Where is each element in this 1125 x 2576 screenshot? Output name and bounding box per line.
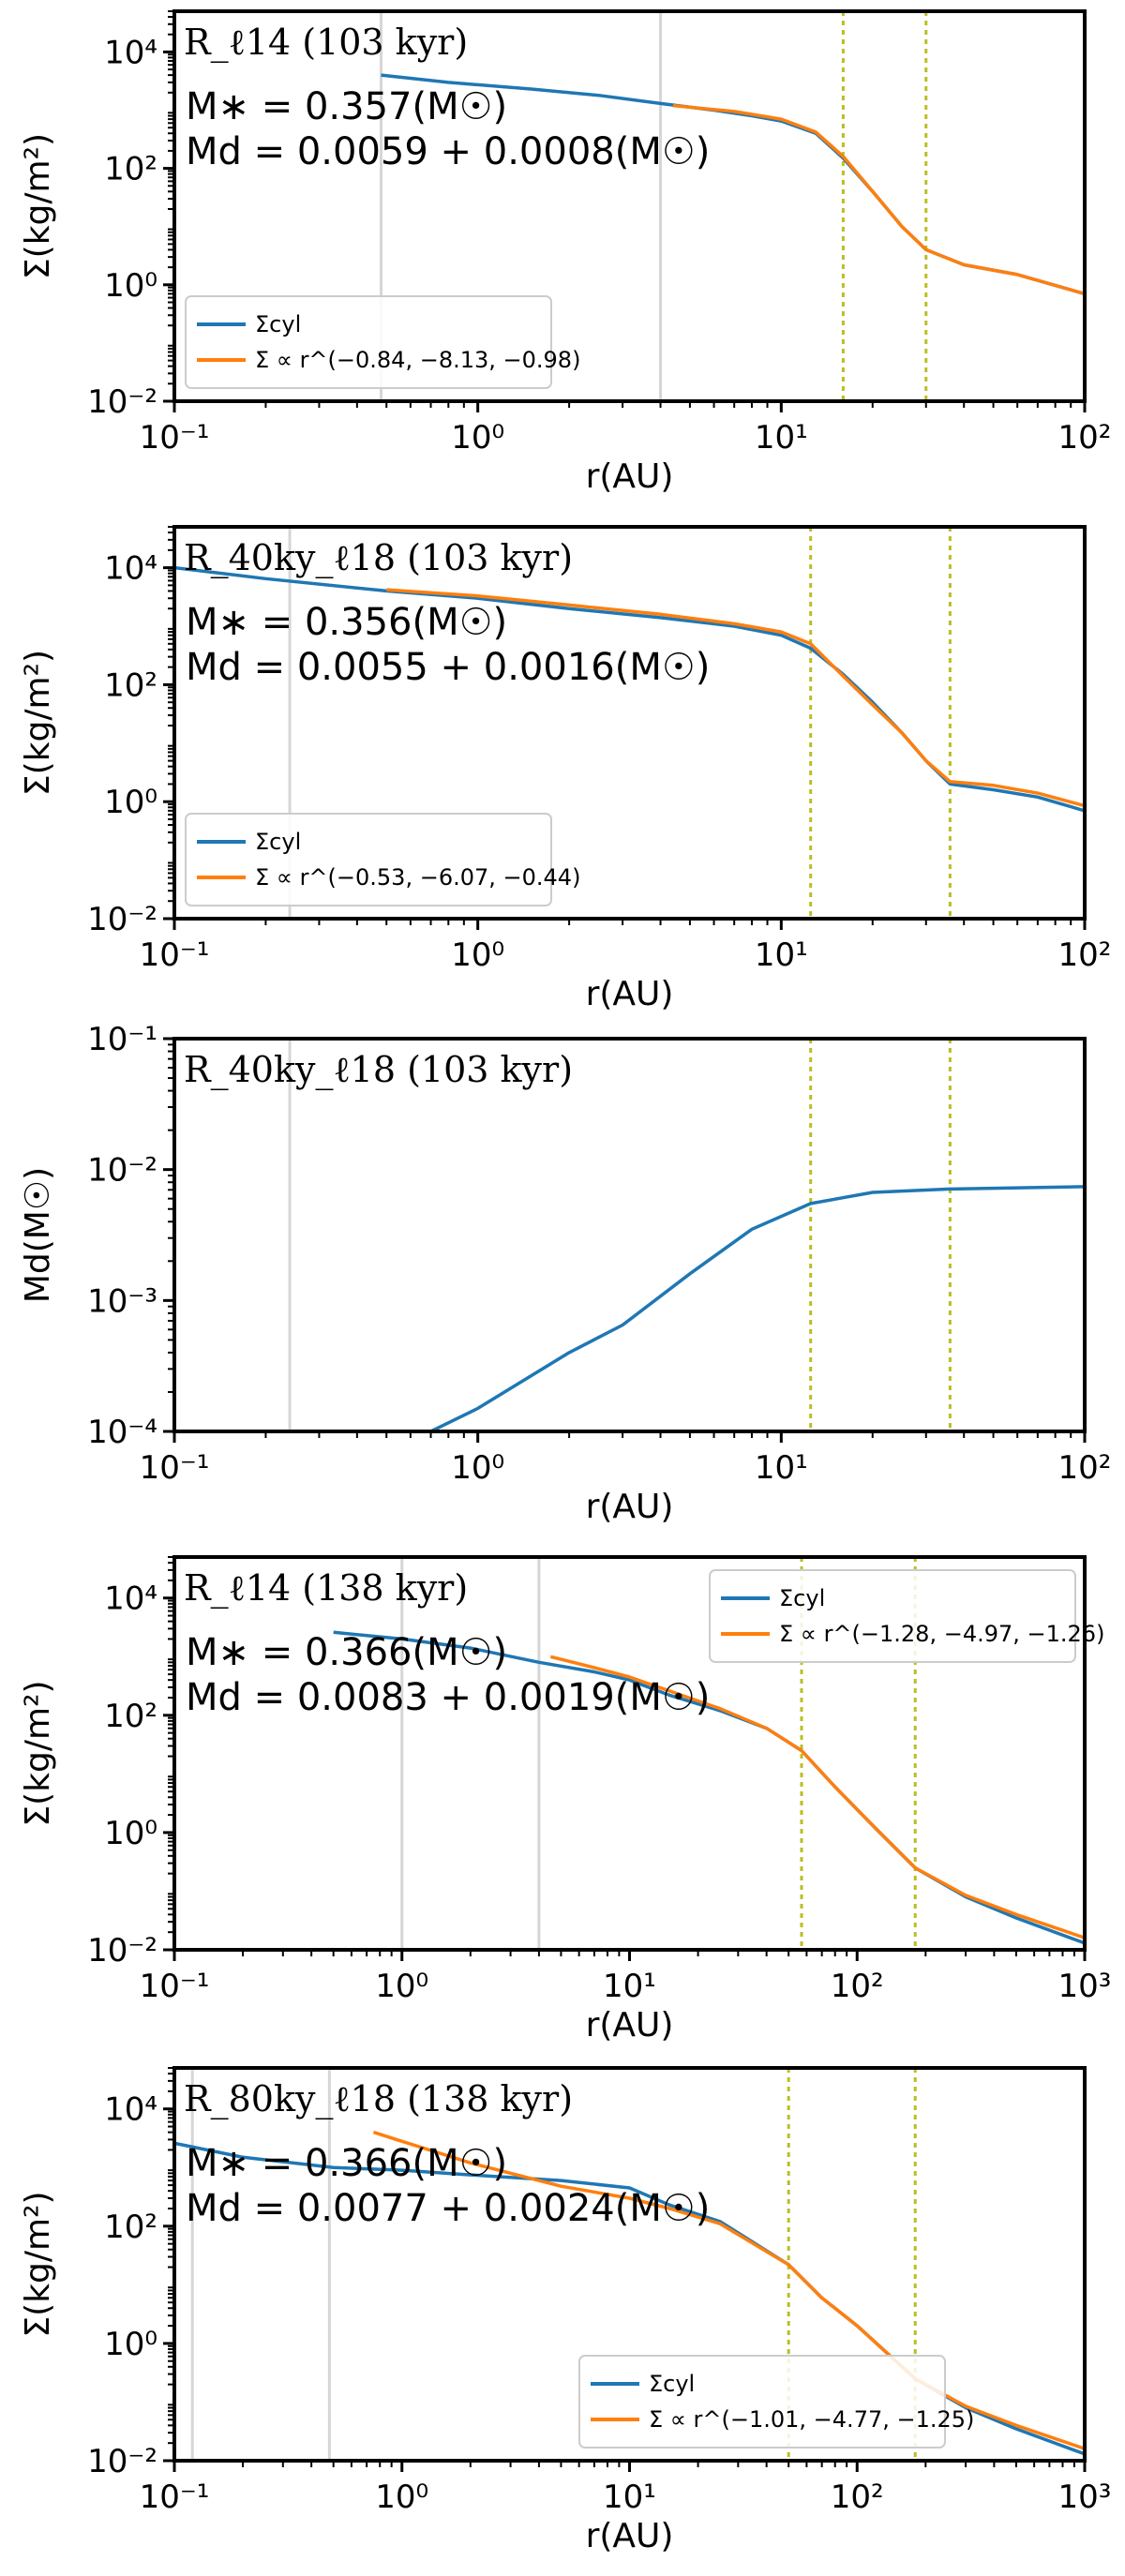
x-tick-label: 10¹ xyxy=(755,936,808,974)
panel-title: R_ℓ14 (103 kyr) xyxy=(184,22,468,64)
x-tick-label: 10⁻¹ xyxy=(140,1449,210,1487)
x-axis-label: r(AU) xyxy=(586,457,674,496)
y-tick-label: 10⁻² xyxy=(87,901,158,938)
y-tick-label: 10⁴ xyxy=(104,34,158,71)
legend-box xyxy=(578,2355,946,2449)
y-tick-label: 10⁻² xyxy=(87,383,158,421)
x-tick-label: 10⁰ xyxy=(451,1449,504,1487)
annotation-2: Md = 0.0083 + 0.0019(M☉) xyxy=(186,1676,710,1719)
y-tick-label: 10⁰ xyxy=(104,267,158,305)
legend: Σcyl Σ ∝ r^(−1.01, −4.77, −1.25) xyxy=(578,2355,974,2449)
series-line-2 xyxy=(386,588,1085,808)
legend-entry-2: Σ ∝ r^(−0.84, −8.13, −0.98) xyxy=(255,347,580,373)
y-tick-label: 10⁰ xyxy=(104,1815,158,1852)
x-tick-label: 10¹ xyxy=(755,419,808,457)
x-tick-label: 10³ xyxy=(1058,1968,1112,2005)
y-tick-label: 10⁻³ xyxy=(87,1282,158,1320)
panel-title: R_40ky_ℓ18 (103 kyr) xyxy=(184,1049,573,1091)
y-axis-label: Σ(kg/m²) xyxy=(19,1680,57,1826)
y-tick-label: 10⁰ xyxy=(104,2326,158,2363)
x-axis-label: r(AU) xyxy=(586,2517,674,2555)
x-tick-label: 10⁰ xyxy=(375,1968,428,2005)
plot-frame xyxy=(172,1037,1087,1433)
chart-panel-3: 10⁻¹ 10⁰ 10¹ 10² 10⁻⁴ 10⁻³ 10⁻² 10⁻¹ r(AU) Md(M☉)… xyxy=(19,1021,1111,1526)
y-tick-label: 10² xyxy=(104,1698,158,1735)
panel-title: R_ℓ14 (138 kyr) xyxy=(184,1567,468,1610)
y-axis-label: Σ(kg/m²) xyxy=(19,133,57,279)
legend-entry-2: Σ ∝ r^(−0.53, −6.07, −0.44) xyxy=(255,864,580,891)
legend: Σcyl Σ ∝ r^(−1.28, −4.97, −1.26) xyxy=(709,1569,1104,1663)
x-tick-label: 10⁻¹ xyxy=(140,419,210,457)
y-axis-label: Σ(kg/m²) xyxy=(19,2191,57,2337)
legend-entry-1: Σcyl xyxy=(255,311,301,337)
y-tick-label: 10⁴ xyxy=(104,2091,158,2129)
y-tick-label: 10⁰ xyxy=(104,784,158,821)
legend: Σcyl Σ ∝ r^(−0.53, −6.07, −0.44) xyxy=(185,813,580,906)
series-line-2 xyxy=(549,1655,1085,1939)
y-axis-label: Md(M☉) xyxy=(19,1167,57,1303)
x-tick-label: 10⁻¹ xyxy=(140,936,210,974)
annotation-1: M∗ = 0.366(M☉) xyxy=(186,2142,507,2185)
plot-frame xyxy=(172,525,1087,921)
x-tick-label: 10⁻¹ xyxy=(140,1968,210,2005)
legend-entry-2: Σ ∝ r^(−1.01, −4.77, −1.25) xyxy=(649,2406,974,2433)
y-tick-label: 10⁴ xyxy=(104,1580,158,1618)
series-line-1 xyxy=(174,565,1085,813)
annotation-1: M∗ = 0.357(M☉) xyxy=(186,85,507,128)
x-tick-label: 10¹ xyxy=(755,1449,808,1487)
x-axis-label: r(AU) xyxy=(586,2006,674,2044)
y-axis-label: Σ(kg/m²) xyxy=(19,650,57,796)
legend-box xyxy=(709,1569,1076,1663)
x-tick-label: 10² xyxy=(1058,1449,1112,1487)
plot-frame xyxy=(172,9,1087,403)
x-tick-label: 10² xyxy=(831,2479,884,2516)
x-tick-label: 10³ xyxy=(1058,2479,1112,2516)
x-tick-label: 10⁰ xyxy=(375,2479,428,2516)
legend-entry-1: Σcyl xyxy=(779,1585,825,1611)
x-tick-label: 10⁰ xyxy=(451,936,504,974)
annotation-1: M∗ = 0.366(M☉) xyxy=(186,1631,507,1674)
x-axis-label: r(AU) xyxy=(586,975,674,1013)
y-tick-label: 10² xyxy=(104,151,158,188)
chart-panel-1: 10⁻¹ 10⁰ 10¹ 10² 10⁻² 10⁰ 10² 10⁴ r(AU) Σ(kg/m²) R… xyxy=(19,9,1112,496)
x-tick-label: 10² xyxy=(1058,936,1112,974)
x-tick-label: 10⁻¹ xyxy=(140,2479,210,2516)
x-tick-label: 10² xyxy=(831,1968,884,2005)
chart-panel-2: 10⁻¹ 10⁰ 10¹ 10² 10⁻² 10⁰ 10² 10⁴ r(AU) Σ(kg/m²) R… xyxy=(19,525,1112,1013)
annotation-2: Md = 0.0077 + 0.0024(M☉) xyxy=(186,2187,710,2230)
legend-entry-2: Σ ∝ r^(−1.28, −4.97, −1.26) xyxy=(779,1621,1104,1647)
y-tick-label: 10⁻⁴ xyxy=(87,1414,158,1451)
x-tick-label: 10¹ xyxy=(603,2479,656,2516)
x-tick-label: 10⁰ xyxy=(451,419,504,457)
legend-box xyxy=(185,295,552,389)
chart-panel-4: 10⁻¹ 10⁰ 10¹ 10² 10³ 10⁻² 10⁰ 10² 10⁴ r(AU) Σ(kg/m… xyxy=(19,1555,1112,2044)
y-tick-label: 10² xyxy=(104,2209,158,2246)
series-line-2 xyxy=(372,2130,1085,2450)
legend-box xyxy=(185,813,552,906)
x-tick-label: 10² xyxy=(1058,419,1112,457)
y-tick-label: 10² xyxy=(104,666,158,704)
panel-title: R_80ky_ℓ18 (138 kyr) xyxy=(184,2078,573,2120)
annotation-2: Md = 0.0059 + 0.0008(M☉) xyxy=(186,130,710,173)
x-tick-label: 10¹ xyxy=(603,1968,656,2005)
legend-entry-1: Σcyl xyxy=(649,2371,695,2397)
y-tick-label: 10⁻² xyxy=(87,1152,158,1190)
series-line-2 xyxy=(672,103,1085,296)
y-tick-label: 10⁻² xyxy=(87,1932,158,1969)
y-tick-label: 10⁻¹ xyxy=(87,1021,158,1058)
y-tick-label: 10⁴ xyxy=(104,550,158,588)
series-line-1 xyxy=(429,1185,1085,1431)
panel-title: R_40ky_ℓ18 (103 kyr) xyxy=(184,537,573,579)
legend: Σcyl Σ ∝ r^(−0.84, −8.13, −0.98) xyxy=(185,295,580,389)
legend-entry-1: Σcyl xyxy=(255,829,301,855)
annotation-2: Md = 0.0055 + 0.0016(M☉) xyxy=(186,646,710,689)
x-axis-label: r(AU) xyxy=(586,1488,674,1526)
annotation-1: M∗ = 0.356(M☉) xyxy=(186,601,507,644)
chart-panel-5: 10⁻¹ 10⁰ 10¹ 10² 10³ 10⁻² 10⁰ 10² 10⁴ r(AU) Σ(kg/m… xyxy=(19,2066,1112,2555)
y-tick-label: 10⁻² xyxy=(87,2443,158,2480)
